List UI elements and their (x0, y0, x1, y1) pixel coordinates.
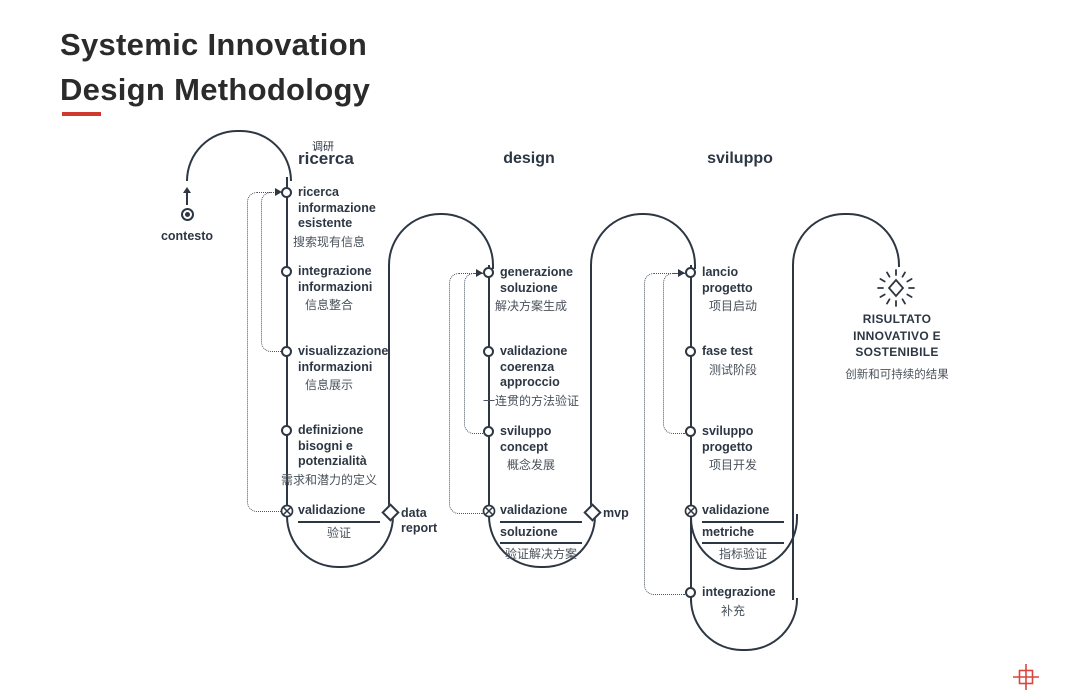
validation-node-icon (482, 504, 496, 518)
node-label-definizione: definizione bisogni e potenzialità 需求和潜力的定… (280, 423, 377, 487)
node-dot (685, 426, 696, 437)
node-label-sviluppo-progetto: sviluppo progetto 项目开发 (702, 424, 757, 472)
validation-node-icon (684, 504, 698, 518)
feedback-loop-design-validazione (449, 273, 483, 514)
contesto-label: contesto (160, 229, 214, 243)
node-dot (685, 267, 696, 278)
phase-header-ricerca: ricerca (298, 149, 354, 168)
node-label-ricerca-info: ricerca informazione esistente 搜索现有信息 (292, 185, 376, 249)
node-label-integrazione: integrazione 补充 (702, 585, 776, 618)
node-label-visualizzazione: visualizzazione informazioni 信息展示 (298, 344, 389, 392)
feedback-loop-sviluppo-integrazione (644, 273, 685, 595)
feedback-loop-ricerca-visualizzazione (261, 192, 282, 352)
node-dot (685, 587, 696, 598)
feedback-loop-ricerca-validazione (247, 192, 282, 512)
milestone-label-mvp: mvp (603, 506, 629, 520)
phase-header-design: design (503, 150, 555, 167)
main-title: Systemic Innovation Design Methodology (60, 22, 370, 112)
phase-header-ricerca-zh: 调研 (312, 141, 334, 153)
up-arrow-icon (183, 187, 191, 193)
flow-arch-final (792, 213, 900, 267)
node-dot (281, 266, 292, 277)
flow-line-design (488, 265, 490, 516)
node-dot (281, 187, 292, 198)
result-sparkle-icon (877, 269, 915, 307)
result-block: RISULTATO INNOVATIVO E SOSTENIBILE 创新和可持… (845, 312, 949, 381)
title-line-2: Design Methodology (60, 72, 371, 107)
flow-arch-start (186, 130, 292, 181)
node-dot (281, 346, 292, 357)
flow-arch-2 (388, 213, 494, 269)
contesto-start-icon (181, 208, 194, 221)
node-dot (281, 425, 292, 436)
feedback-loop-sviluppo-progetto (663, 273, 685, 434)
node-label-lancio: lancio progetto 项目启动 (702, 265, 757, 313)
flow-line-up-3 (792, 266, 794, 600)
title-underline (62, 112, 101, 116)
node-label-fase-test: fase test 测试阶段 (702, 344, 757, 377)
validation-node-icon (280, 504, 294, 518)
flow-arch-3 (590, 213, 696, 269)
feedback-arrow-ricerca (275, 188, 282, 196)
feedback-arrow-sviluppo (678, 269, 685, 277)
title-line-1: Systemic Innovation (60, 27, 368, 62)
node-dot (483, 267, 494, 278)
node-dot (483, 346, 494, 357)
feedback-loop-design-concept (464, 273, 483, 434)
node-label-integrazione-informazioni: integrazione informazioni 信息整合 (298, 264, 373, 312)
node-label-validazione-ricerca: validazione 验证 (298, 503, 380, 541)
node-label-validazione-coerenza: validazione coerenza approccio 一连贯的方法验证 (482, 344, 579, 408)
corner-registration-mark-icon (1013, 664, 1039, 690)
node-label-validazione-soluzione: validazione soluzione 验证解决方案 (500, 503, 582, 562)
flow-line-up-2 (590, 266, 592, 516)
up-arrow-line (186, 193, 188, 205)
node-label-validazione-metriche: validazione metriche 指标验证 (702, 503, 784, 562)
node-label-generazione: generazione soluzione 解决方案生成 (494, 265, 573, 313)
feedback-arrow-design (476, 269, 483, 277)
node-label-sviluppo-concept: sviluppo concept 概念发展 (500, 424, 555, 472)
flow-line-up-1 (388, 266, 390, 516)
node-dot (685, 346, 696, 357)
milestone-label-data-report: data report (401, 506, 438, 535)
phase-header-sviluppo: sviluppo (707, 150, 773, 167)
node-dot (483, 426, 494, 437)
